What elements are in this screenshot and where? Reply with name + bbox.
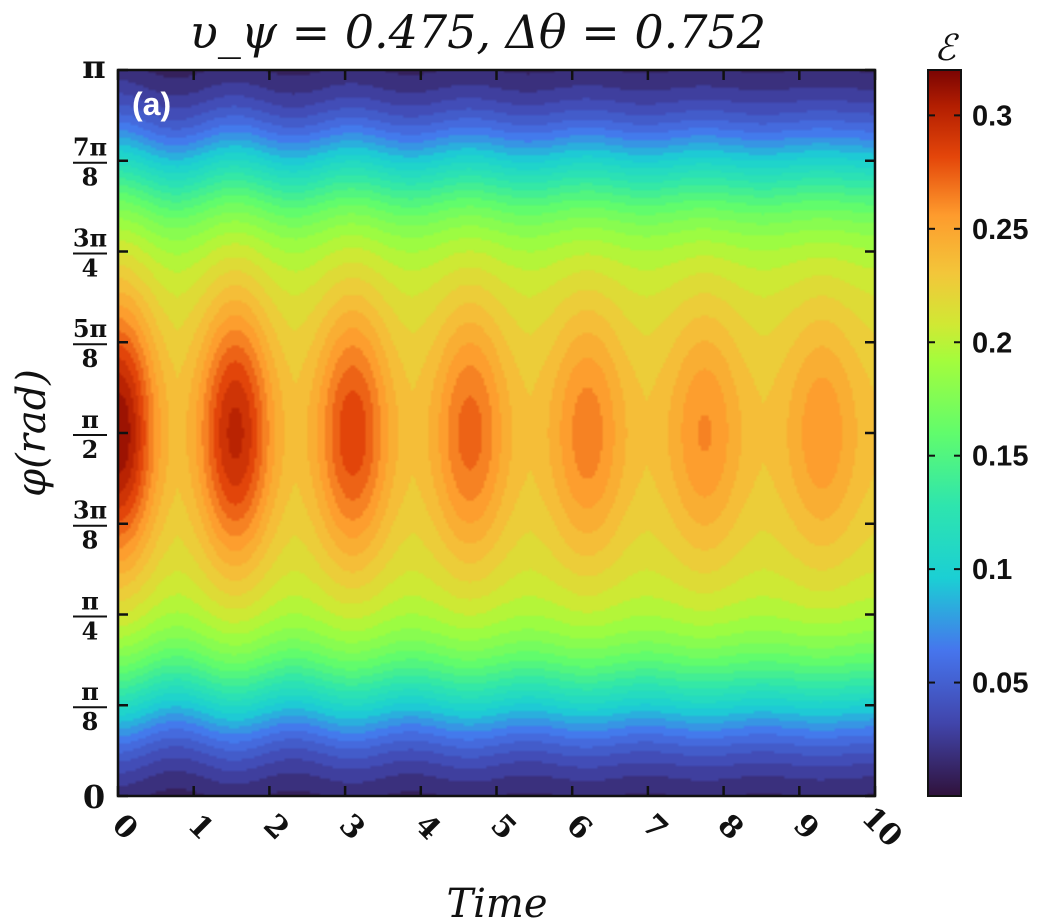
x-tick-label: 2 xyxy=(256,808,296,848)
y-tick-numerator: 3π xyxy=(73,496,107,525)
y-tick-denominator: 8 xyxy=(82,163,99,192)
y-tick-text: 0 xyxy=(83,778,105,816)
y-tick-denominator: 2 xyxy=(82,435,99,464)
colorbar-tick-label: 0.05 xyxy=(972,668,1028,700)
x-tick-label: 8 xyxy=(711,808,751,848)
y-tick-label: π2 xyxy=(73,405,107,464)
x-tick-label: 1 xyxy=(181,808,221,848)
x-tick-label: 6 xyxy=(559,808,599,848)
y-tick-denominator: 8 xyxy=(82,344,99,373)
y-tick-denominator: 8 xyxy=(82,707,99,736)
x-tick-label: 5 xyxy=(483,808,523,848)
y-axis-label: φ(rad) xyxy=(9,369,55,497)
x-tick-label: 4 xyxy=(408,808,448,848)
colorbar-tick-label: 0.15 xyxy=(972,441,1028,473)
y-tick-label: π8 xyxy=(73,677,107,736)
y-tick-label: 0 xyxy=(83,778,105,816)
y-tick-label: 3π8 xyxy=(73,496,107,555)
plot-frame xyxy=(116,68,877,798)
y-tick-denominator: 8 xyxy=(82,526,99,555)
heatmap-image xyxy=(118,70,875,796)
colorbar-ticks: 0.05 0.1 0.15 0.2 0.25 0.3 xyxy=(928,100,1028,700)
y-tick-label: 3π4 xyxy=(73,223,107,282)
y-tick-label: 5π8 xyxy=(73,314,107,373)
y-tick-numerator: 7π xyxy=(73,133,107,162)
chart-title: υ_ψ = 0.475, Δθ = 0.752 xyxy=(190,5,766,59)
panel-label: (a) xyxy=(132,86,171,122)
colorbar-tick-label: 0.1 xyxy=(972,554,1012,586)
colorbar-tick-label: 0.25 xyxy=(972,214,1028,246)
y-tick-label: 7π8 xyxy=(73,133,107,192)
y-tick-label: π xyxy=(82,48,105,86)
x-tick-labels: 0 1 2 3 4 5 6 7 8 9 10 xyxy=(105,800,909,854)
y-tick-denominator: 4 xyxy=(82,253,99,282)
x-tick-label: 3 xyxy=(332,808,372,848)
colorbar-tick-label: 0.3 xyxy=(972,100,1012,132)
x-axis-label: Time xyxy=(446,881,547,923)
y-tick-numerator: π xyxy=(81,677,99,706)
y-tick-numerator: π xyxy=(81,405,99,434)
x-tick-label: 9 xyxy=(786,808,826,848)
colorbar-tick-label: 0.2 xyxy=(972,327,1012,359)
y-tick-label: π4 xyxy=(73,586,107,645)
y-tick-numerator: π xyxy=(81,586,99,615)
colorbar xyxy=(927,69,962,797)
x-tick-label: 0 xyxy=(105,808,145,848)
x-tick-label: 7 xyxy=(635,808,675,848)
x-tick-label: 10 xyxy=(855,800,909,854)
y-tick-numerator: 5π xyxy=(73,314,107,343)
colorbar-label: ℰ xyxy=(934,28,959,69)
y-tick-denominator: 4 xyxy=(82,616,99,645)
y-tick-text: π xyxy=(82,48,105,86)
y-tick-numerator: 3π xyxy=(73,223,107,252)
